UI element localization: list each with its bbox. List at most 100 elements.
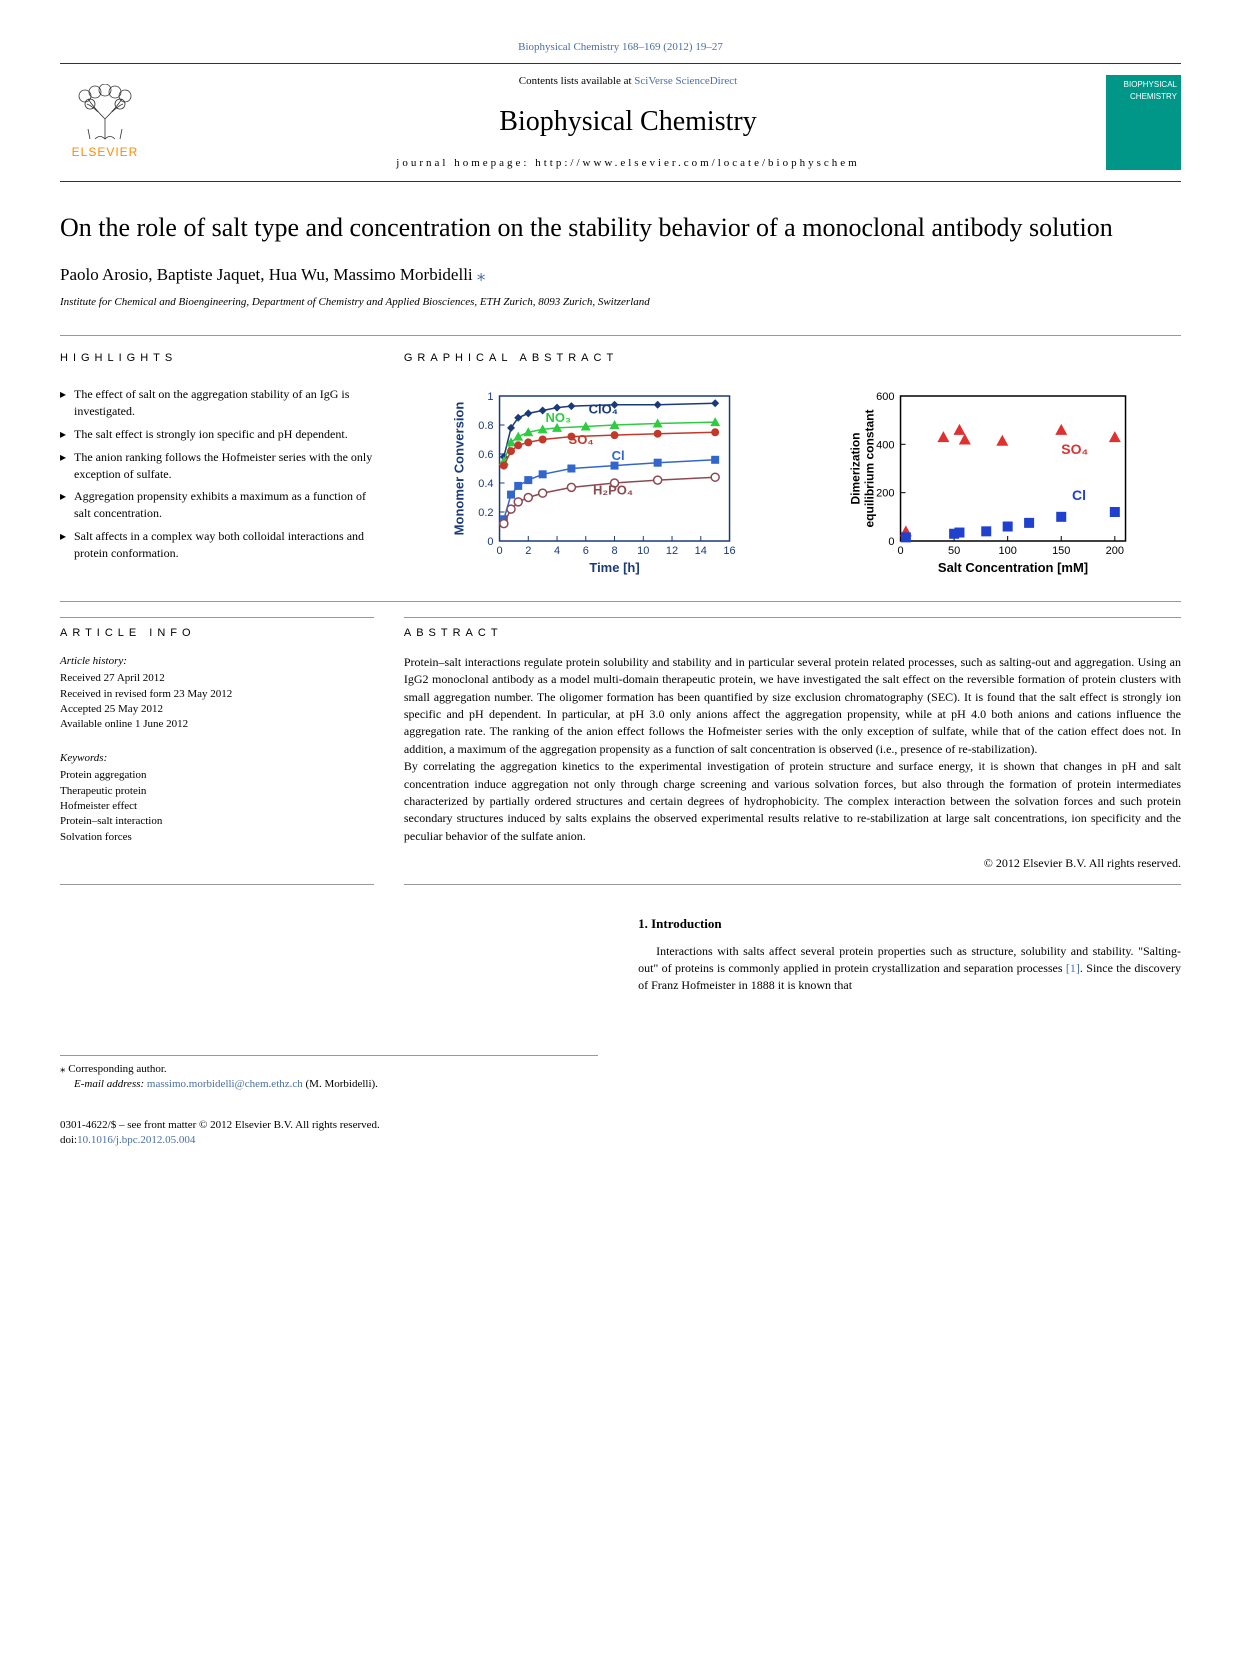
svg-text:0.8: 0.8 [478,420,493,432]
article-info-column: ARTICLE INFO Article history: Received 2… [60,617,374,884]
cover-title: BIOPHYSICAL CHEMISTRY [1110,79,1177,101]
email-label: E-mail address: [74,1078,147,1090]
bottom-right-column: 1. Introduction Interactions with salts … [638,915,1181,1093]
issn-line: 0301-4622/$ – see front matter © 2012 El… [60,1118,1181,1133]
keywords-title: Keywords: [60,751,374,766]
article-info-label: ARTICLE INFO [60,626,374,641]
svg-text:12: 12 [666,545,678,557]
svg-text:NO₃: NO₃ [545,411,571,426]
copyright-line: © 2012 Elsevier B.V. All rights reserved… [404,855,1181,885]
journal-header-band: ELSEVIER Contents lists available at Sci… [60,63,1181,182]
svg-text:SO₄: SO₄ [568,432,593,447]
svg-text:SO₄: SO₄ [1061,441,1088,457]
doi-line: doi:10.1016/j.bpc.2012.05.004 [60,1133,1181,1148]
elsevier-logo: ELSEVIER [60,78,150,168]
keyword-line: Solvation forces [60,830,374,845]
svg-text:0.4: 0.4 [478,478,493,490]
introduction-heading: 1. Introduction [638,915,1181,933]
keyword-line: Therapeutic protein [60,784,374,799]
keywords-lines: Protein aggregationTherapeutic proteinHo… [60,768,374,845]
journal-title: Biophysical Chemistry [170,102,1086,141]
keywords-block: Keywords: Protein aggregationTherapeutic… [60,751,374,845]
svg-text:6: 6 [583,545,589,557]
svg-text:Salt Concentration [mM]: Salt Concentration [mM] [938,560,1088,575]
bottom-left-column: ⁎ Corresponding author. E-mail address: … [60,915,598,1093]
svg-text:Cl: Cl [1072,487,1086,503]
history-line: Received 27 April 2012 [60,671,374,686]
corresponding-label: ⁎ Corresponding author. [60,1062,598,1077]
doi-prefix: doi: [60,1134,77,1146]
svg-text:150: 150 [1052,545,1070,557]
svg-text:0.2: 0.2 [478,507,493,519]
highlights-column: HIGHLIGHTS The effect of salt on the agg… [60,351,374,576]
svg-text:0: 0 [888,536,894,548]
highlight-item: Salt affects in a complex way both collo… [60,528,374,562]
history-line: Received in revised form 23 May 2012 [60,687,374,702]
svg-text:Monomer Conversion: Monomer Conversion [451,402,466,536]
abstract-paragraph-1: Protein–salt interactions regulate prote… [404,655,1181,756]
history-line: Available online 1 June 2012 [60,717,374,732]
monomer-conversion-chart: 024681012141600.20.40.60.81Time [h]Monom… [404,386,785,576]
svg-text:1: 1 [487,391,493,403]
homepage-url[interactable]: http://www.elsevier.com/locate/biophysch… [535,157,859,169]
history-title: Article history: [60,654,374,669]
doi-link[interactable]: 10.1016/j.bpc.2012.05.004 [77,1134,195,1146]
header-center: Contents lists available at SciVerse Sci… [170,74,1086,171]
contents-prefix: Contents lists available at [519,75,634,87]
elsevier-tree-icon [70,84,140,144]
graphical-abstract-charts: 024681012141600.20.40.60.81Time [h]Monom… [404,386,1181,576]
highlight-item: The anion ranking follows the Hofmeister… [60,449,374,483]
svg-text:0: 0 [897,545,903,557]
authors-names: Paolo Arosio, Baptiste Jaquet, Hua Wu, M… [60,265,477,284]
svg-text:0: 0 [496,545,502,557]
svg-text:200: 200 [1106,545,1124,557]
svg-text:8: 8 [611,545,617,557]
graphical-abstract-column: GRAPHICAL ABSTRACT 024681012141600.20.40… [404,351,1181,576]
svg-text:4: 4 [554,545,560,557]
corresponding-marker: ⁎ [477,265,486,284]
journal-cover-thumbnail: BIOPHYSICAL CHEMISTRY [1106,75,1181,170]
highlights-list: The effect of salt on the aggregation st… [60,386,374,561]
email-suffix: (M. Morbidelli). [303,1078,378,1090]
svg-text:200: 200 [876,488,894,500]
keyword-line: Protein aggregation [60,768,374,783]
contents-available-line: Contents lists available at SciVerse Sci… [170,74,1086,89]
bottom-two-column: ⁎ Corresponding author. E-mail address: … [60,915,1181,1093]
svg-text:400: 400 [876,440,894,452]
intro-paragraph: Interactions with salts affect several p… [638,943,1181,993]
abstract-paragraph-2: By correlating the aggregation kinetics … [404,759,1181,843]
svg-text:10: 10 [637,545,649,557]
citation-header: Biophysical Chemistry 168–169 (2012) 19–… [60,40,1181,55]
elsevier-name: ELSEVIER [72,144,139,161]
sciencedirect-link[interactable]: SciVerse ScienceDirect [634,75,737,87]
history-line: Accepted 25 May 2012 [60,702,374,717]
svg-text:equilibrium constant: equilibrium constant [862,410,876,528]
svg-text:14: 14 [695,545,707,557]
abstract-text: Protein–salt interactions regulate prote… [404,654,1181,845]
article-info-abstract-section: ARTICLE INFO Article history: Received 2… [60,601,1181,884]
keyword-line: Protein–salt interaction [60,814,374,829]
homepage-label: journal homepage: [396,157,535,169]
svg-text:ClO₄: ClO₄ [589,402,618,417]
authors-line: Paolo Arosio, Baptiste Jaquet, Hua Wu, M… [60,263,1181,287]
email-link[interactable]: massimo.morbidelli@chem.ethz.ch [147,1078,303,1090]
homepage-line: journal homepage: http://www.elsevier.co… [170,156,1086,171]
highlights-label: HIGHLIGHTS [60,351,374,366]
article-title: On the role of salt type and concentrati… [60,212,1181,245]
svg-text:Cl: Cl [612,448,625,463]
svg-text:100: 100 [998,545,1016,557]
reference-1-link[interactable]: [1] [1066,961,1080,975]
svg-text:Time [h]: Time [h] [589,560,639,575]
highlight-item: The salt effect is strongly ion specific… [60,426,374,443]
highlight-item: Aggregation propensity exhibits a maximu… [60,488,374,522]
highlights-graphical-section: HIGHLIGHTS The effect of salt on the agg… [60,335,1181,576]
svg-text:H₂PO₄: H₂PO₄ [593,483,633,498]
corresponding-author-block: ⁎ Corresponding author. E-mail address: … [60,1055,598,1093]
dimerization-chart: 0501001502000200400600Salt Concentration… [800,386,1181,576]
abstract-column: ABSTRACT Protein–salt interactions regul… [404,617,1181,884]
highlight-item: The effect of salt on the aggregation st… [60,386,374,420]
svg-text:0.6: 0.6 [478,449,493,461]
abstract-label: ABSTRACT [404,626,1181,641]
svg-text:0: 0 [487,536,493,548]
svg-text:Dimerization: Dimerization [848,433,862,505]
